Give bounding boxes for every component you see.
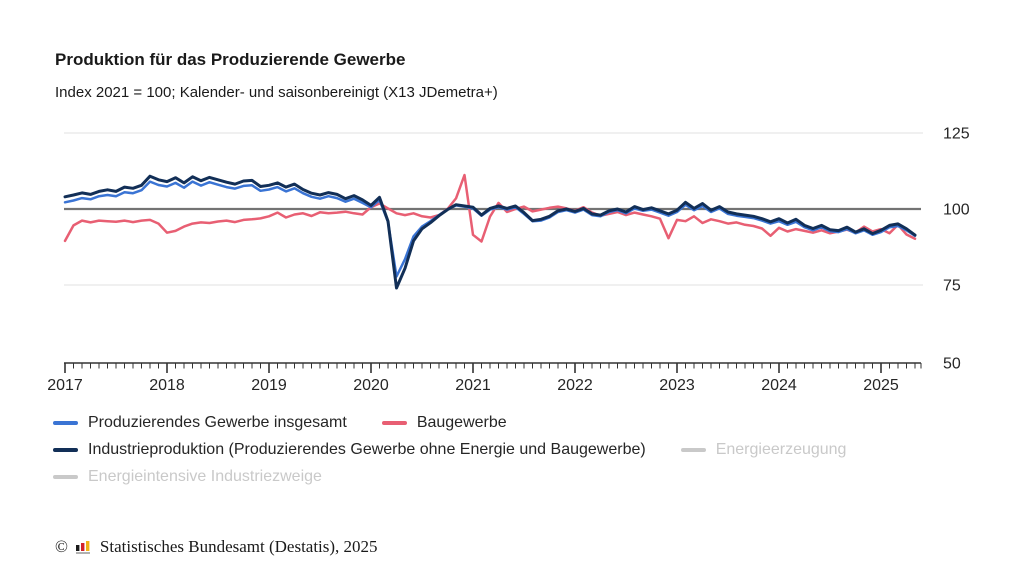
legend-swatch-gray-icon: [53, 475, 78, 479]
x-tick-label: 2025: [863, 377, 899, 394]
legend-label: Produzierendes Gewerbe insgesamt: [88, 414, 347, 431]
legend-label: Energieintensive Industriezweige: [88, 468, 322, 485]
x-tick-label: 2020: [353, 377, 389, 394]
legend-label: Industrieproduktion (Produzierendes Gewe…: [88, 441, 646, 458]
legend-row-2: Industrieproduktion (Produzierendes Gewe…: [53, 441, 953, 459]
series-line-2: [63, 174, 917, 290]
legend-item-energieintensive[interactable]: Energieintensive Industriezweige: [53, 468, 322, 486]
legend-item-energieerzeugung[interactable]: Energieerzeugung: [680, 441, 847, 459]
chart-canvas: 2017 2018 2019 2020 2021 2022 2023 2024 2025 50 75…: [47, 126, 970, 395]
series-line-0: [63, 173, 917, 243]
destatis-logo-icon: [75, 541, 90, 554]
x-tick-label: 2018: [149, 377, 185, 394]
legend-swatch-navy-icon: [53, 448, 78, 452]
y-tick-label: 125: [943, 126, 970, 143]
copyright-text: Statistisches Bundesamt (Destatis), 2025: [99, 537, 378, 556]
y-tick-label: 75: [943, 278, 961, 295]
x-tick-label: 2019: [251, 377, 287, 394]
legend-swatch-pink-icon: [381, 421, 407, 425]
legend-item-baugewerbe[interactable]: Baugewerbe: [381, 414, 507, 432]
legend-item-industrieproduktion[interactable]: Industrieproduktion (Produzierendes Gewe…: [53, 441, 646, 459]
chart-title: Produktion für das Produzierende Gewerbe: [55, 50, 406, 69]
production-chart: 2017 2018 2019 2020 2021 2022 2023 2024 2025 50 75…: [0, 110, 1024, 410]
legend-label: Energieerzeugung: [715, 441, 847, 458]
copyright-footer: © Statistisches Bundesamt (Destatis), 20…: [55, 537, 378, 557]
series-line-1: [63, 180, 917, 278]
x-tick-label: 2024: [761, 377, 797, 394]
y-tick-label: 50: [943, 356, 961, 373]
legend-row-3: Energieintensive Industriezweige: [53, 468, 953, 486]
legend-item-produzierendes-gewerbe[interactable]: Produzierendes Gewerbe insgesamt: [53, 414, 347, 432]
chart-subtitle: Index 2021 = 100; Kalender- und saisonbe…: [55, 84, 498, 101]
x-tick-label: 2021: [455, 377, 491, 394]
x-tick-label: 2023: [659, 377, 695, 394]
x-tick-label: 2017: [47, 377, 83, 394]
legend-row-1: Produzierendes Gewerbe insgesamt Baugewe…: [53, 414, 953, 432]
copyright-symbol: ©: [55, 537, 68, 556]
chart-legend: Produzierendes Gewerbe insgesamt Baugewe…: [53, 414, 953, 486]
legend-swatch-blue-icon: [53, 421, 78, 425]
x-tick-label: 2022: [557, 377, 593, 394]
legend-label: Baugewerbe: [416, 414, 507, 431]
legend-swatch-gray-icon: [680, 448, 706, 452]
y-tick-label: 100: [943, 202, 970, 219]
